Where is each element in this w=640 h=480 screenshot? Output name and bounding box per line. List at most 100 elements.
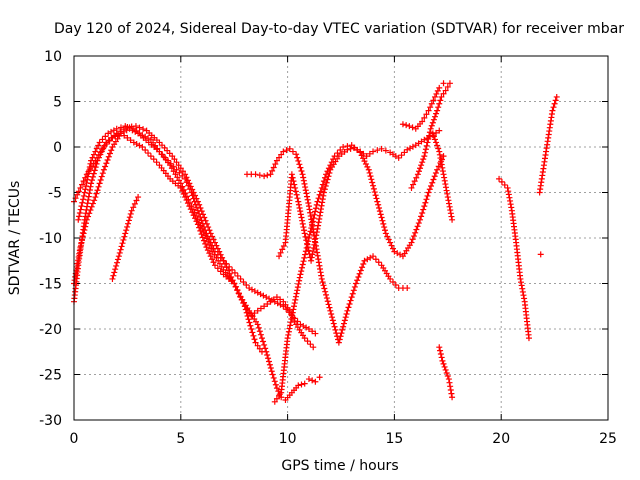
- data-point: [298, 268, 305, 275]
- data-point: [440, 360, 447, 367]
- y-tick-label: 10: [44, 49, 62, 65]
- data-point: [435, 145, 442, 152]
- data-point: [89, 154, 96, 161]
- data-point: [290, 178, 297, 185]
- data-point: [90, 151, 97, 158]
- data-point: [442, 87, 449, 94]
- data-point: [433, 139, 440, 146]
- data-point: [423, 142, 430, 149]
- data-point: [289, 148, 296, 155]
- data-point: [420, 206, 427, 213]
- data-point: [507, 201, 514, 208]
- data-point: [80, 192, 87, 199]
- data-point: [86, 164, 93, 171]
- x-tick-label: 25: [599, 431, 617, 447]
- data-point: [74, 191, 81, 198]
- data-point: [271, 398, 278, 405]
- data-point: [78, 240, 85, 247]
- data-point: [278, 151, 285, 158]
- data-point: [428, 183, 435, 189]
- data-point: [273, 294, 280, 301]
- data-point: [108, 147, 115, 154]
- data-point: [77, 184, 84, 191]
- data-point: [395, 154, 402, 161]
- data-point: [100, 144, 107, 150]
- data-point: [423, 196, 430, 203]
- data-point: [301, 335, 308, 342]
- data-point: [189, 192, 196, 199]
- data-point: [328, 159, 335, 166]
- data-point: [316, 191, 323, 198]
- data-point: [266, 361, 273, 368]
- data-point: [323, 295, 330, 302]
- data-point: [260, 338, 267, 345]
- data-point: [87, 160, 94, 167]
- data-point: [341, 317, 348, 324]
- data-point: [237, 275, 244, 282]
- data-point: [83, 216, 90, 223]
- data-point: [283, 306, 290, 313]
- data-point: [191, 198, 198, 205]
- data-point: [371, 189, 378, 196]
- data-point: [444, 373, 451, 380]
- data-point: [389, 245, 396, 252]
- data-point: [412, 229, 419, 236]
- data-point: [76, 209, 83, 216]
- data-point: [418, 162, 425, 169]
- data-point: [96, 180, 103, 187]
- data-point: [199, 220, 206, 227]
- data-point: [298, 264, 305, 271]
- data-point: [347, 297, 354, 304]
- data-point: [290, 306, 297, 313]
- data-point: [289, 309, 296, 316]
- data-point: [377, 211, 384, 218]
- data-point: [449, 216, 456, 223]
- data-point: [404, 285, 411, 292]
- data-point: [82, 186, 89, 193]
- data-point: [415, 220, 422, 227]
- data-point: [173, 159, 180, 166]
- data-point: [171, 156, 178, 163]
- data-point: [437, 347, 444, 354]
- data-point: [203, 230, 210, 237]
- data-point: [419, 118, 426, 125]
- data-point: [443, 187, 450, 194]
- data-point: [262, 345, 269, 352]
- data-point: [325, 165, 332, 172]
- data-point: [288, 171, 295, 178]
- data-point: [206, 250, 213, 257]
- data-point: [320, 178, 327, 185]
- data-point: [441, 177, 448, 184]
- data-point: [337, 147, 344, 154]
- data-point: [251, 336, 258, 343]
- data-point: [321, 186, 328, 193]
- data-point: [343, 310, 350, 317]
- data-point: [315, 195, 322, 202]
- data-point: [330, 320, 337, 327]
- data-point: [449, 394, 456, 401]
- data-point: [120, 236, 127, 243]
- data-point: [316, 374, 323, 381]
- data-point: [249, 329, 256, 336]
- data-point: [312, 235, 319, 242]
- data-point: [186, 186, 193, 193]
- data-point: [122, 230, 129, 237]
- data-point: [305, 238, 312, 245]
- data-point: [319, 279, 326, 286]
- data-point: [196, 210, 203, 217]
- data-point: [401, 149, 408, 156]
- data-point: [116, 249, 123, 256]
- data-point: [354, 277, 361, 284]
- data-point: [294, 154, 301, 161]
- data-point: [301, 380, 308, 387]
- data-point: [276, 253, 283, 260]
- data-point: [325, 301, 332, 308]
- data-point: [126, 214, 133, 221]
- data-point: [356, 270, 363, 277]
- data-point: [299, 220, 306, 227]
- data-point: [417, 216, 424, 223]
- data-point: [277, 249, 284, 256]
- data-point: [362, 160, 369, 167]
- data-point: [308, 257, 315, 264]
